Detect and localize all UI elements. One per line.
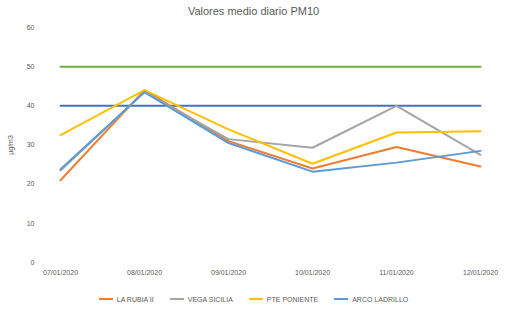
svg-text:09/01/2020: 09/01/2020 bbox=[211, 269, 246, 276]
svg-text:08/01/2020: 08/01/2020 bbox=[127, 269, 162, 276]
html-text:ARCO LADRILLO: ARCO LADRILLO bbox=[352, 295, 409, 303]
svg-text:20: 20 bbox=[27, 180, 35, 187]
svg-text:10: 10 bbox=[27, 220, 35, 227]
svg-text:µg/m3: µg/m3 bbox=[7, 135, 15, 155]
svg-text:0: 0 bbox=[31, 259, 35, 266]
svg-text:30: 30 bbox=[27, 141, 35, 148]
svg-text:60: 60 bbox=[27, 24, 35, 31]
svg-text:50: 50 bbox=[27, 63, 35, 70]
html-text:LA RUBIA II: LA RUBIA II bbox=[116, 295, 154, 303]
svg-text:40: 40 bbox=[27, 102, 35, 109]
html-text:PTE PONIENTE: PTE PONIENTE bbox=[266, 295, 319, 303]
svg-text:10/01/2020: 10/01/2020 bbox=[295, 269, 330, 276]
html-text:Valores medio diario PM10: Valores medio diario PM10 bbox=[187, 5, 320, 17]
svg-text:12/01/2020: 12/01/2020 bbox=[463, 269, 498, 276]
html-text:VEGA SICILIA: VEGA SICILIA bbox=[187, 295, 233, 303]
svg-text:07/01/2020: 07/01/2020 bbox=[43, 269, 78, 276]
svg-text:11/01/2020: 11/01/2020 bbox=[379, 269, 414, 276]
